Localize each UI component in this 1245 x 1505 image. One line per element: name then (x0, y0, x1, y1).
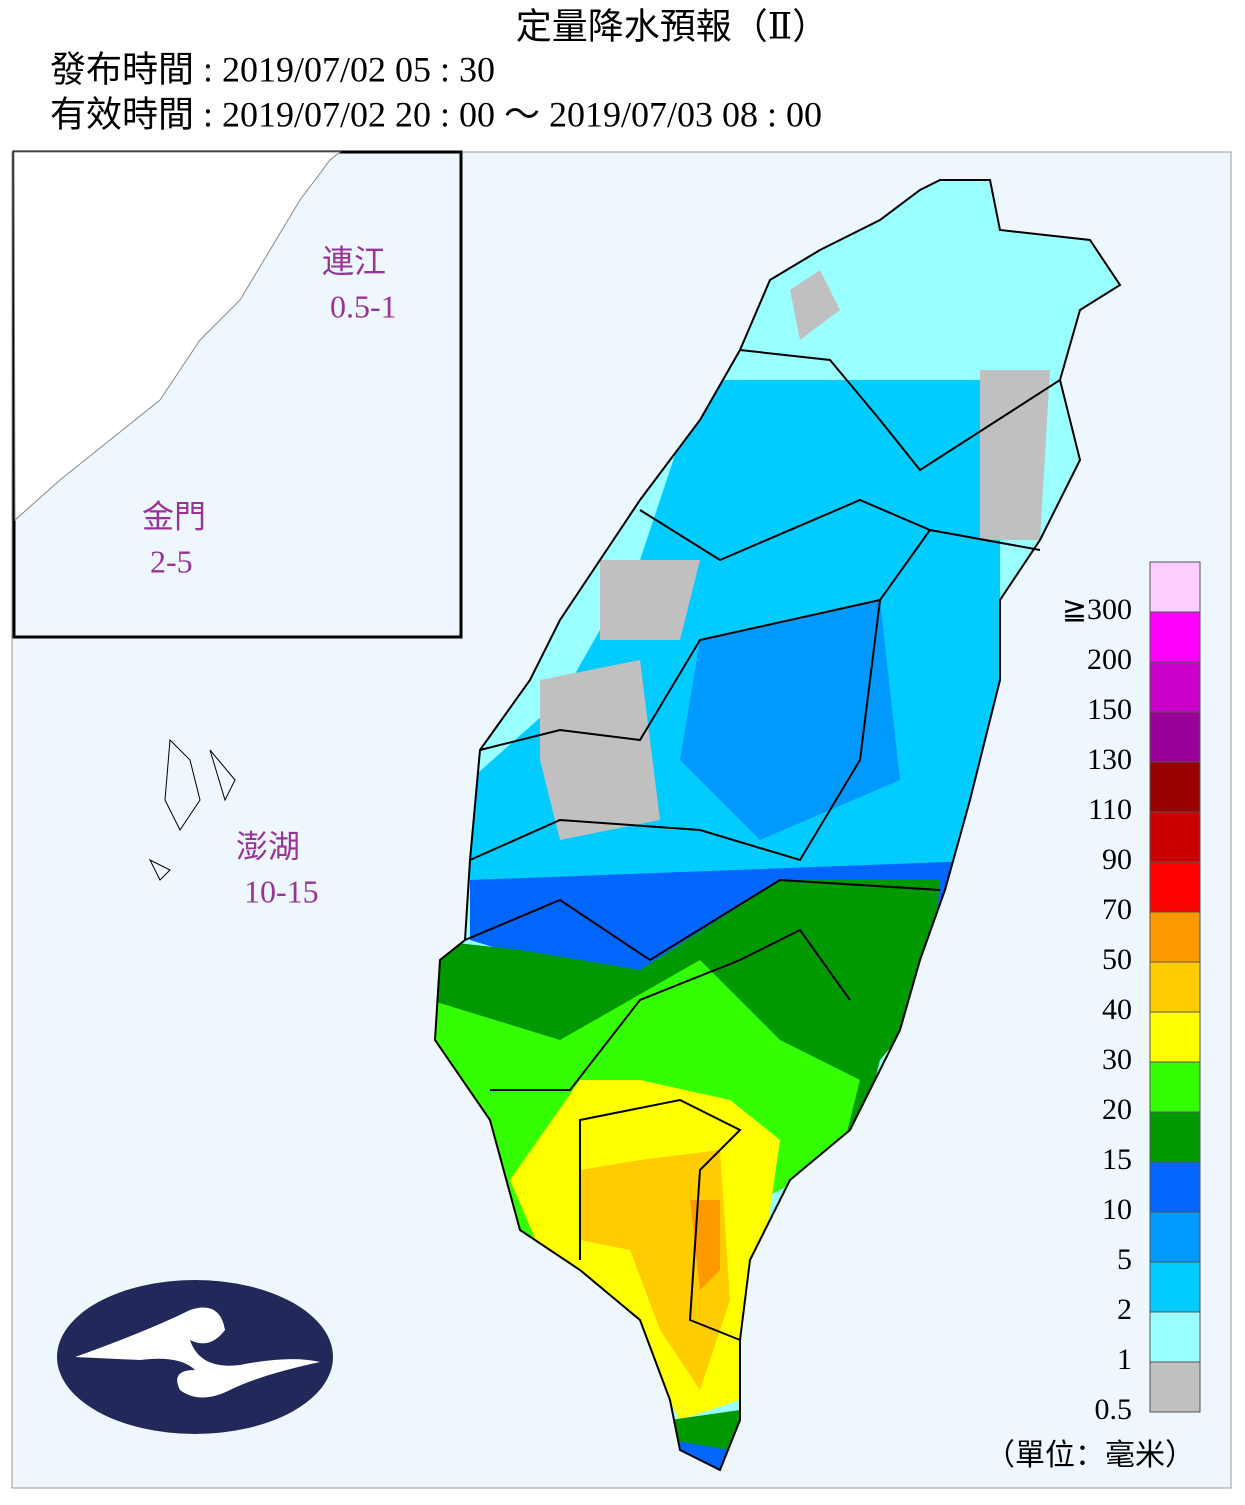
legend-label: 0.5 (1095, 1393, 1133, 1426)
legend-swatch (1149, 1111, 1201, 1163)
county-borders (464, 349, 1061, 1341)
legend-label: 200 (1087, 643, 1132, 676)
unit-label: （單位：毫米） (985, 1439, 1195, 1472)
legend-swatch (1149, 711, 1201, 763)
legend-label: 150 (1087, 693, 1132, 726)
legend-label: 50 (1102, 943, 1132, 976)
legend-label: 15 (1102, 1143, 1132, 1176)
legend-swatch (1149, 611, 1201, 663)
legend-label: 10 (1102, 1193, 1132, 1226)
legend-swatch (1149, 861, 1201, 913)
legend-swatch (1149, 661, 1201, 713)
legend-label: ≧300 (1062, 593, 1132, 626)
legend-label: 110 (1088, 793, 1132, 826)
taiwan-outline (433, 179, 1122, 1472)
mainland-coast (13, 151, 342, 522)
legend-label: 30 (1102, 1043, 1132, 1076)
region-amount: 0.5-1 (330, 288, 397, 324)
cwb-logo-swirl (75, 1307, 320, 1398)
legend-swatch (1149, 1261, 1201, 1313)
legend-label: 40 (1102, 993, 1132, 1026)
legend-swatch (1149, 1361, 1201, 1413)
legend-swatch (1149, 1311, 1201, 1363)
legend-label: 70 (1102, 893, 1132, 926)
legend-swatch (1149, 911, 1201, 963)
legend-swatch (1149, 811, 1201, 863)
legend-swatch (1149, 1011, 1201, 1063)
legend-label: 130 (1087, 743, 1132, 776)
legend-label: 90 (1102, 843, 1132, 876)
region-labels: 連江 0.5-1 金門 2-5 澎湖 10-15 (142, 243, 397, 909)
legend-swatch (1149, 761, 1201, 813)
legend-label: 20 (1102, 1093, 1132, 1126)
penghu-islands (148, 738, 236, 881)
legend-swatch (1149, 961, 1201, 1013)
title: 定量降水預報（Ⅱ） (516, 6, 828, 46)
legend-label: 5 (1117, 1243, 1132, 1276)
legend-swatch (1149, 1211, 1201, 1263)
region-name: 澎湖 (236, 828, 300, 864)
valid-time: 有效時間 : 2019/07/02 20 : 00 ～ 2019/07/03 0… (50, 94, 822, 134)
legend-swatch (1149, 1061, 1201, 1113)
region-amount: 2-5 (150, 543, 193, 579)
legend-swatch (1149, 561, 1201, 613)
legend-swatch (1149, 1161, 1201, 1213)
region-name: 金門 (142, 498, 206, 534)
region-amount: 10-15 (244, 873, 319, 909)
legend-label: 2 (1117, 1293, 1132, 1326)
issue-time: 發布時間 : 2019/07/02 05 : 30 (50, 49, 495, 89)
region-name: 連江 (322, 243, 386, 279)
legend-label: 1 (1117, 1343, 1132, 1376)
legend: ≧300 200 150 130 110 90 70 50 40 30 20 15 10 5 2 1 0.5 (1062, 561, 1201, 1426)
